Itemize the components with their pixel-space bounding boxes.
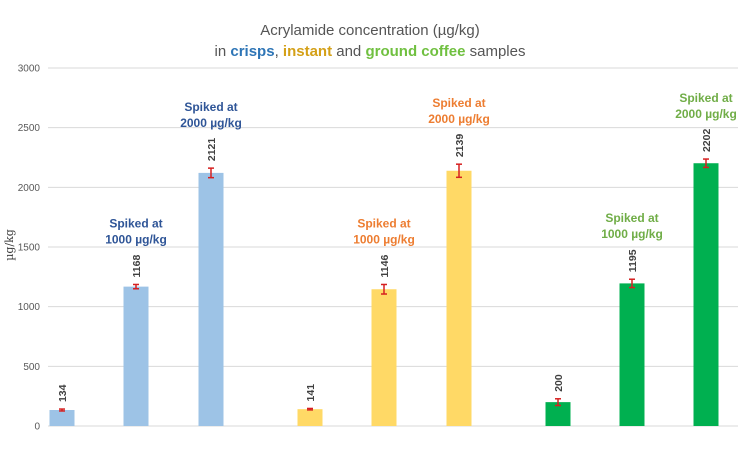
- chart-title-segment: crisps: [230, 43, 274, 60]
- chart-title-line: Acrylamide concentration (µg/kg): [260, 22, 480, 39]
- bar: [693, 163, 719, 426]
- bar-value-label: 1195: [627, 249, 639, 272]
- bar: [123, 286, 149, 426]
- error-bars: [59, 158, 709, 412]
- spike-annotation-line: Spiked at: [679, 91, 732, 105]
- chart-title-segment: ,: [275, 43, 283, 60]
- chart-title-segment: samples: [465, 43, 525, 60]
- bar: [446, 170, 472, 426]
- y-tick-label: 0: [34, 422, 40, 433]
- spike-annotation-line: 1000 µg/kg: [105, 232, 167, 246]
- y-tick-label: 3000: [18, 64, 41, 75]
- bar: [198, 172, 224, 426]
- bar-value-label: 141: [305, 384, 317, 402]
- y-tick-label: 2500: [18, 123, 41, 134]
- chart-title: Acrylamide concentration (µg/kg) in crisp…: [215, 22, 526, 60]
- spike-annotation-line: Spiked at: [357, 216, 410, 230]
- spike-annotation-line: Spiked at: [605, 211, 658, 225]
- bar-value-label: 1146: [379, 255, 391, 278]
- y-axis-label: µg/kg: [3, 229, 16, 261]
- bar-value-label: 2139: [454, 134, 466, 158]
- value-labels: 134 1168 2121 141 1146 2139 200 1195 2202: [57, 129, 713, 403]
- bar-value-label: 200: [553, 374, 565, 392]
- spike-annotation-line: 1000 µg/kg: [601, 227, 663, 241]
- y-tick-label: 2000: [18, 183, 41, 194]
- spike-annotation-line: Spiked at: [109, 216, 162, 230]
- spike-annotation-line: Spiked at: [432, 96, 485, 110]
- bar: [297, 409, 323, 426]
- chart-title-segment: instant: [283, 43, 332, 60]
- spike-annotation-line: 2000 µg/kg: [428, 112, 490, 126]
- y-tick-label: 1500: [18, 243, 41, 254]
- bar-value-label: 1168: [131, 255, 143, 278]
- bar-value-label: 134: [57, 384, 69, 402]
- bars: [49, 163, 719, 426]
- y-axis-ticks: 0 500 1000 1500 2000 2500 3000: [18, 64, 41, 433]
- bar: [545, 402, 571, 426]
- chart-title-segment: Acrylamide concentration (µg/kg): [260, 22, 480, 39]
- spike-annotation-line: 2000 µg/kg: [675, 107, 737, 121]
- bar-value-label: 2202: [701, 129, 713, 153]
- annotations: Spiked at 1000 µg/kg Spiked at 2000 µg/kg Sp…: [105, 91, 737, 246]
- chart-title-line: in crisps, instant and ground coffee sam…: [215, 43, 526, 60]
- spike-annotation-line: 2000 µg/kg: [180, 116, 242, 130]
- chart-title-segment: in: [215, 43, 231, 60]
- bar: [371, 289, 397, 426]
- bar: [49, 410, 75, 426]
- y-tick-label: 1000: [18, 302, 41, 313]
- spike-annotation-line: 1000 µg/kg: [353, 232, 415, 246]
- chart-title-segment: and: [332, 43, 365, 60]
- spike-annotation-line: Spiked at: [184, 100, 237, 114]
- y-tick-label: 500: [23, 362, 40, 373]
- chart-title-segment: ground coffee: [365, 43, 465, 60]
- bar: [619, 283, 645, 426]
- bar-value-label: 2121: [206, 138, 218, 162]
